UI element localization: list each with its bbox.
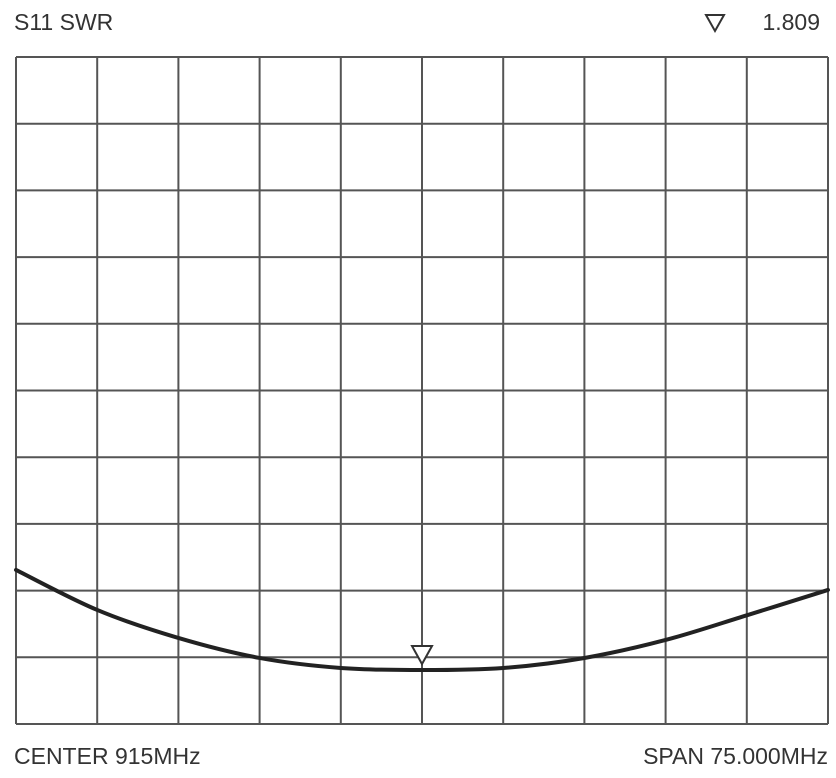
center-label: CENTER 915MHz xyxy=(14,743,201,769)
plot xyxy=(14,56,830,725)
marker xyxy=(410,645,434,667)
marker-readout: 1.809 xyxy=(762,9,820,35)
trace xyxy=(14,567,830,673)
marker-symbol xyxy=(704,14,726,34)
span-label: SPAN 75.000MHz xyxy=(643,743,828,769)
chart-title: S11 SWR xyxy=(14,9,113,35)
